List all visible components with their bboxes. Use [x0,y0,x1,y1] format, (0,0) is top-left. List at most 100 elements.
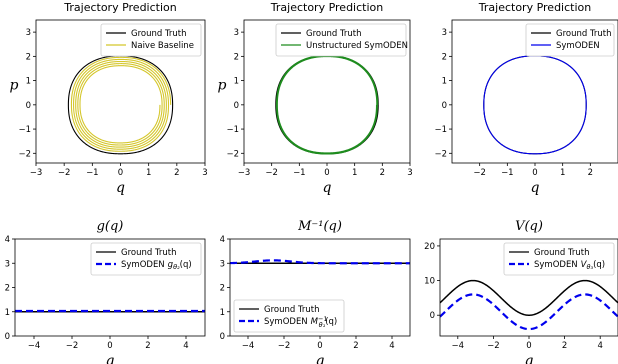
y-tick-label: 20 [424,242,435,252]
legend-label: Naive Baseline [131,41,194,51]
x-tick-label: −3 [238,168,251,178]
y-tick-label: 2 [5,284,10,294]
y-tick-label: 0 [5,332,10,342]
chart-panel-6: V(q) −4 −2 0 2 4 0 10 20 q Ground Truth SymODEN Vθ₃(… [424,219,618,364]
x-tick-label: 0 [317,341,322,351]
legend-box [233,299,345,333]
plot-area [230,259,410,265]
legend-label: Unstructured SymODEN [306,41,408,51]
x-axis-label: q [531,180,540,196]
legend-label: SymODEN gθ₂(q) [121,260,192,271]
legend-label: SymODEN Vθ₃(q) [534,260,605,271]
y-tick-label: 2 [220,284,225,294]
legend-label: SymODEN M−1 θ₁(q) [264,315,337,329]
series-line-1 [440,279,618,316]
legend-box [503,242,615,276]
legend: Ground Truth SymODEN [525,23,615,57]
plot-area [440,279,618,331]
x-tick-label: 1 [560,168,565,178]
x-tick-label: 1 [352,168,357,178]
x-tick-label: −1 [293,168,306,178]
y-tick-label: 1 [442,77,447,87]
x-tick-label: 2 [380,168,385,178]
series-line-2 [483,55,587,155]
x-tick-label: 0 [526,341,531,351]
y-tick-label: 0 [234,101,239,111]
y-tick-label: 2 [234,52,239,62]
x-axis-label: q [323,180,332,196]
plot-frame [35,19,206,164]
chart-title: Trajectory Prediction [63,1,176,14]
x-tick-label: −2 [58,168,71,178]
chart-panel-3: Trajectory Prediction −2 −1 0 1 2 −2 −1 0 1 2 3 q Gro… [434,1,618,196]
y-tick-label: 4 [220,235,225,245]
legend-label: Ground Truth [556,29,612,39]
y-tick-label: 3 [234,28,239,38]
x-tick-label: 0 [118,168,123,178]
x-tick-label: 3 [202,168,207,178]
y-tick-label: 1 [5,308,10,318]
series-line-1 [67,55,174,155]
plot-frame [229,238,411,337]
legend-label: SymODEN [556,41,600,51]
y-tick-label: 0 [220,332,225,342]
x-tick-label: 2 [588,168,593,178]
legend-box [275,23,407,57]
y-tick-label: 1 [234,77,239,87]
y-tick-label: 2 [442,52,447,62]
y-tick-label: −1 [18,125,31,135]
x-tick-label: 3 [407,168,412,178]
x-tick-label: 2 [145,341,150,351]
x-axis-label: q [116,180,125,196]
plot-area [483,55,587,155]
x-tick-label: −3 [30,168,43,178]
x-axis-label: q [106,353,115,364]
series-line-1 [483,55,587,155]
legend-box [525,23,615,57]
y-tick-label: 0 [442,101,447,111]
x-tick-label: −1 [501,168,514,178]
y-tick-label: −2 [434,149,447,159]
x-tick-label: 4 [183,341,188,351]
series-line-2 [70,56,172,152]
y-tick-label: 3 [220,259,225,269]
x-tick-label: −2 [66,341,79,351]
x-axis-label: q [316,353,325,364]
legend-label: Ground Truth [306,29,362,39]
plot-frame [14,238,206,337]
chart-title: V(q) [515,219,543,234]
x-tick-label: 1 [146,168,151,178]
x-tick-label: 4 [389,341,394,351]
plot-area [275,54,379,155]
chart-title: g(q) [97,219,124,234]
y-axis-label: p [218,78,227,94]
series-line-2 [230,259,410,265]
y-tick-label: 3 [442,28,447,38]
y-tick-label: −1 [226,125,239,135]
legend-label: Ground Truth [264,305,320,315]
y-tick-label: −2 [18,149,31,159]
y-tick-label: 4 [5,235,10,245]
y-tick-label: −1 [434,125,447,135]
plot-area [67,55,174,155]
chart-title: Trajectory Prediction [478,1,591,14]
x-tick-label: 0 [532,168,537,178]
legend-box [90,242,202,276]
x-tick-label: 2 [562,341,567,351]
y-tick-label: 0 [26,101,31,111]
x-tick-label: −2 [473,168,486,178]
x-tick-label: −4 [242,341,255,351]
y-tick-label: 2 [26,52,31,62]
y-tick-label: 3 [5,259,10,269]
x-tick-label: 0 [324,168,329,178]
y-tick-label: 10 [424,277,435,287]
plot-frame [451,19,618,164]
legend: Ground Truth SymODEN Vθ₃(q) [503,242,615,276]
y-tick-label: 0 [430,311,435,321]
x-tick-label: 4 [597,341,602,351]
y-tick-label: 1 [26,77,31,87]
legend-label: Ground Truth [121,248,177,258]
